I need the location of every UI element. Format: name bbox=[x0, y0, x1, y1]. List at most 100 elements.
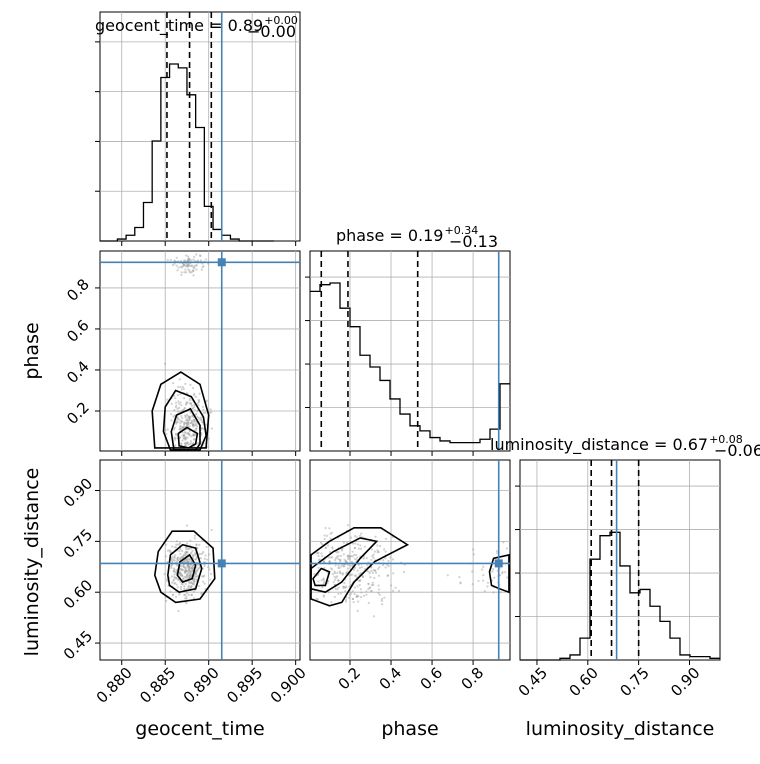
sample-point bbox=[197, 401, 200, 404]
sample-point bbox=[378, 565, 381, 569]
sample-point bbox=[191, 407, 194, 410]
sample-point bbox=[173, 581, 176, 585]
truth-point bbox=[494, 559, 503, 568]
sample-point bbox=[372, 553, 375, 556]
sample-point bbox=[380, 599, 383, 602]
sample-point bbox=[359, 547, 363, 550]
sample-point bbox=[180, 442, 183, 445]
sample-point bbox=[323, 534, 326, 537]
sample-point bbox=[339, 558, 342, 562]
sample-point bbox=[169, 258, 172, 262]
sample-point bbox=[179, 573, 182, 576]
sample-point bbox=[324, 526, 327, 530]
sample-point bbox=[192, 266, 195, 269]
sample-point bbox=[524, 563, 526, 565]
sample-point bbox=[172, 579, 175, 582]
sample-point bbox=[185, 602, 188, 605]
sample-point bbox=[185, 552, 188, 555]
contour-level bbox=[162, 389, 207, 451]
sample-point bbox=[344, 586, 347, 589]
sample-point bbox=[202, 580, 205, 583]
sample-point bbox=[181, 555, 184, 559]
sample-point bbox=[194, 427, 198, 430]
sample-point bbox=[186, 417, 189, 420]
sample-point bbox=[339, 571, 342, 575]
sample-point bbox=[187, 587, 190, 590]
sample-point bbox=[181, 574, 184, 578]
sample-point bbox=[356, 543, 359, 546]
sample-point bbox=[173, 582, 176, 585]
sample-point bbox=[186, 258, 190, 262]
sample-point bbox=[352, 601, 355, 604]
sample-point bbox=[348, 555, 351, 558]
tick-label-distance-x: 0.75 bbox=[616, 664, 652, 700]
sample-point bbox=[185, 401, 188, 404]
sample-point bbox=[186, 454, 188, 456]
sample-point bbox=[194, 571, 197, 575]
sample-point bbox=[172, 570, 175, 573]
sample-point bbox=[180, 573, 183, 576]
sample-point bbox=[345, 541, 348, 545]
sample-point bbox=[188, 398, 191, 402]
sample-point bbox=[186, 559, 189, 563]
sample-point bbox=[176, 386, 180, 389]
sample-point bbox=[333, 578, 336, 581]
sample-point bbox=[180, 388, 183, 391]
sample-point bbox=[383, 596, 386, 599]
sample-point bbox=[329, 537, 332, 540]
sample-point bbox=[174, 433, 178, 436]
contour-level bbox=[151, 371, 210, 449]
sample-point bbox=[189, 582, 192, 585]
sample-point bbox=[357, 563, 360, 566]
sample-point bbox=[320, 543, 324, 546]
sample-point bbox=[182, 565, 185, 569]
sample-point bbox=[184, 576, 187, 579]
sample-point bbox=[190, 566, 193, 569]
sample-point bbox=[176, 418, 179, 421]
sample-point bbox=[359, 588, 363, 591]
sample-point bbox=[177, 593, 181, 596]
sample-point bbox=[183, 263, 186, 266]
sample-point bbox=[202, 408, 205, 411]
tick-label-distance-x: 0.90 bbox=[667, 664, 703, 700]
title-phase-minus: −0.13 bbox=[449, 232, 498, 251]
sample-point bbox=[185, 570, 188, 573]
sample-point bbox=[179, 557, 182, 560]
sample-point bbox=[182, 387, 185, 390]
sample-point bbox=[203, 564, 206, 568]
sample-point bbox=[339, 572, 342, 575]
sample-point bbox=[195, 464, 197, 466]
sample-point bbox=[191, 407, 195, 410]
sample-point bbox=[178, 428, 181, 431]
sample-point bbox=[377, 584, 380, 587]
sample-point bbox=[342, 553, 345, 556]
sample-point bbox=[169, 461, 171, 463]
sample-point bbox=[182, 553, 186, 557]
tick-label-distance-y: 0.90 bbox=[60, 474, 96, 510]
sample-point bbox=[193, 433, 196, 437]
sample-point bbox=[506, 576, 509, 579]
sample-point bbox=[183, 585, 186, 588]
sample-point bbox=[185, 452, 187, 454]
sample-point bbox=[322, 582, 325, 585]
tick-label-phase-x: 0.4 bbox=[376, 664, 406, 694]
sample-point bbox=[173, 570, 176, 574]
sample-point bbox=[180, 425, 184, 429]
title-luminosity-distance: luminosity_distance = 0.67+0.08 bbox=[490, 433, 743, 455]
sample-point bbox=[201, 265, 204, 269]
sample-point bbox=[561, 577, 563, 579]
sample-point bbox=[182, 554, 185, 557]
sample-point bbox=[192, 420, 196, 423]
sample-point bbox=[196, 464, 198, 466]
sample-point bbox=[355, 595, 359, 598]
sample-point bbox=[343, 565, 346, 568]
sample-point bbox=[181, 416, 184, 420]
sample-point bbox=[174, 401, 178, 404]
sample-point bbox=[355, 594, 358, 597]
sample-point bbox=[172, 593, 175, 596]
sample-point bbox=[198, 392, 201, 395]
sample-point bbox=[188, 569, 191, 572]
sample-point bbox=[189, 563, 192, 566]
sample-point bbox=[315, 552, 318, 555]
sample-point bbox=[195, 253, 198, 256]
